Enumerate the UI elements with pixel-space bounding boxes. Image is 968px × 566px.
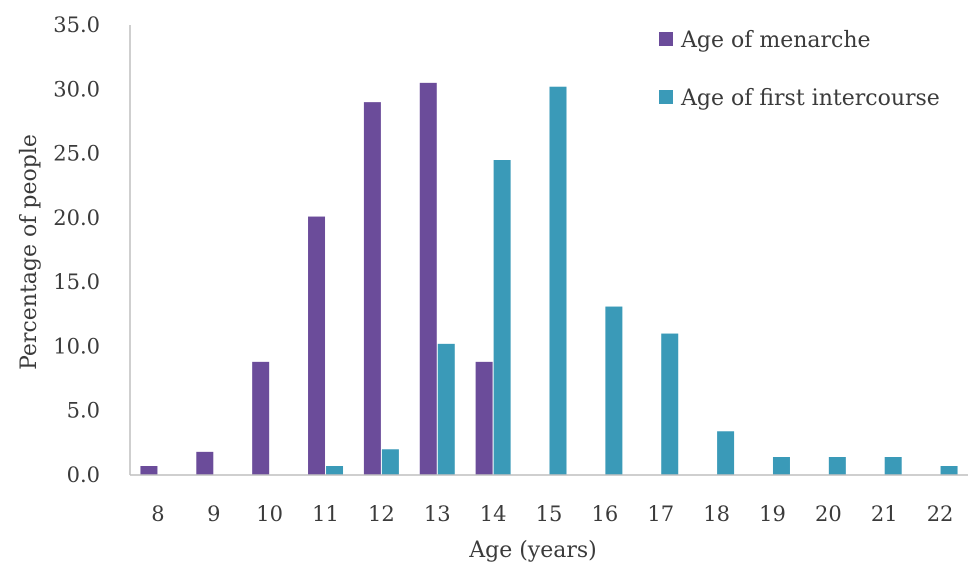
x-tick-label: 8 [151, 502, 164, 526]
y-tick-label: 5.0 [67, 399, 100, 423]
x-tick-label: 21 [871, 502, 898, 526]
x-axis: 8 9 10 11 12 13 14 15 16 17 18 19 20 21 22 [130, 474, 968, 526]
x-tick-label: 17 [647, 502, 674, 526]
bar-menarche-9 [196, 451, 214, 475]
x-tick-label: 10 [256, 502, 283, 526]
bar-menarche-12 [363, 102, 381, 476]
bars [140, 82, 958, 476]
x-tick-label: 22 [927, 502, 954, 526]
bar-first-intercourse-21 [884, 457, 902, 475]
bar-menarche-10 [252, 361, 270, 475]
bar-first-intercourse-14 [493, 160, 511, 475]
x-tick-label: 14 [480, 502, 507, 526]
x-axis-title: Age (years) [468, 538, 597, 563]
x-tick-label: 9 [207, 502, 220, 526]
x-tick-label: 18 [703, 502, 730, 526]
y-tick-label: 25.0 [53, 142, 100, 166]
x-tick-label: 15 [536, 502, 563, 526]
y-tick-label: 10.0 [53, 334, 100, 358]
bar-first-intercourse-22 [940, 466, 958, 475]
x-tick-label: 11 [312, 502, 339, 526]
x-tick-label: 16 [591, 502, 618, 526]
bar-menarche-8 [140, 466, 158, 475]
y-tick-label: 15.0 [53, 270, 100, 294]
bar-first-intercourse-11 [326, 466, 344, 475]
bar-menarche-11 [308, 216, 326, 476]
bar-first-intercourse-19 [772, 457, 790, 475]
x-tick-label: 19 [759, 502, 786, 526]
x-tick-label: 12 [368, 502, 395, 526]
y-tick-label: 20.0 [53, 206, 100, 230]
y-tick-label: 0.0 [67, 463, 100, 487]
bar-first-intercourse-17 [661, 333, 679, 475]
legend-label: Age of first intercourse [680, 86, 940, 111]
legend-label: Age of menarche [680, 28, 871, 53]
bar-menarche-14 [475, 361, 493, 475]
bar-first-intercourse-18 [717, 431, 735, 475]
x-tick-label: 13 [424, 502, 451, 526]
y-tick-label: 35.0 [53, 13, 100, 37]
bar-first-intercourse-13 [437, 343, 455, 475]
bar-first-intercourse-20 [828, 457, 846, 475]
bar-first-intercourse-15 [549, 86, 567, 475]
bar-menarche-13 [419, 82, 437, 475]
legend-swatch [659, 90, 673, 104]
bar-first-intercourse-12 [381, 449, 399, 475]
y-tick-label: 30.0 [53, 77, 100, 101]
x-tick-label: 20 [815, 502, 842, 526]
legend: Age of menarche Age of first intercourse [659, 28, 940, 111]
bar-first-intercourse-16 [605, 306, 623, 475]
y-axis-title: Percentage of people [17, 134, 42, 370]
y-axis: 0.0 5.0 10.0 15.0 20.0 25.0 30.0 35.0 [53, 13, 131, 487]
legend-swatch [659, 32, 673, 46]
